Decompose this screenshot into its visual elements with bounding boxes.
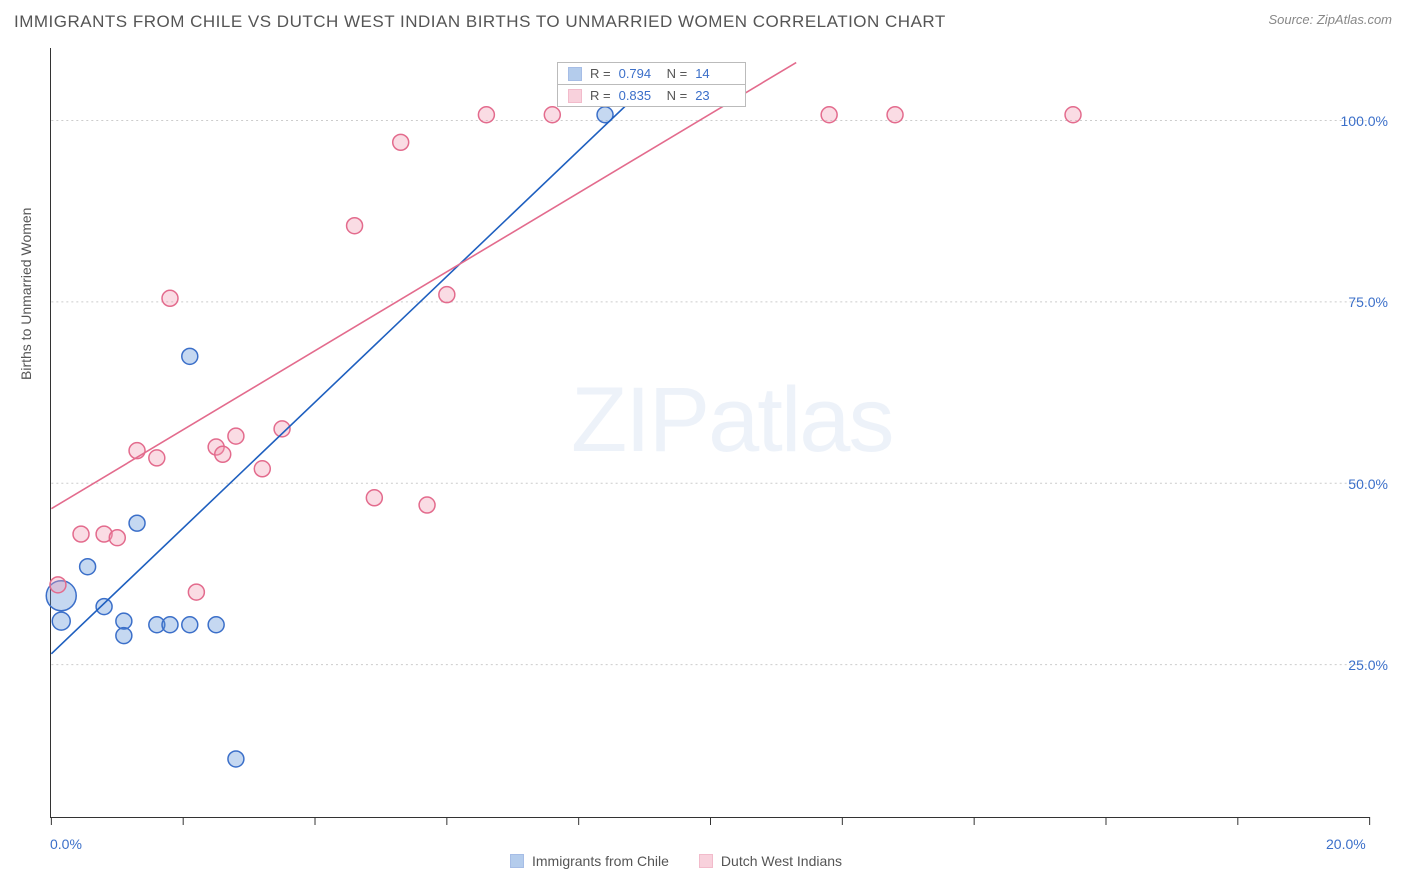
legend-stat-row: R = 0.794 N = 14 (558, 63, 745, 84)
plot-svg (51, 48, 1370, 817)
legend-series-item: Dutch West Indians (699, 853, 842, 869)
y-tick-label: 75.0% (1348, 294, 1388, 310)
source-label: Source: ZipAtlas.com (1268, 12, 1392, 27)
n-value: 14 (695, 66, 735, 81)
n-label: N = (667, 88, 688, 103)
x-tick-label: 20.0% (1326, 836, 1366, 852)
r-label: R = (590, 66, 611, 81)
plot-area: ZIPatlas (50, 48, 1370, 818)
legend-stat-row: R = 0.835 N = 23 (558, 84, 745, 106)
legend-swatch-icon (568, 67, 582, 81)
x-tick-label: 0.0% (50, 836, 82, 852)
legend-series-label: Dutch West Indians (721, 853, 842, 869)
legend-series-item: Immigrants from Chile (510, 853, 669, 869)
y-tick-label: 50.0% (1348, 476, 1388, 492)
n-label: N = (667, 66, 688, 81)
legend-series-label: Immigrants from Chile (532, 853, 669, 869)
legend-correlation-stats: R = 0.794 N = 14 R = 0.835 N = 23 (557, 62, 746, 107)
y-axis-title: Births to Unmarried Women (18, 208, 34, 380)
legend-swatch-icon (510, 854, 524, 868)
legend-swatch-icon (699, 854, 713, 868)
r-value: 0.835 (619, 88, 659, 103)
legend-swatch-icon (568, 89, 582, 103)
r-label: R = (590, 88, 611, 103)
r-value: 0.794 (619, 66, 659, 81)
title-text: IMMIGRANTS FROM CHILE VS DUTCH WEST INDI… (14, 12, 946, 31)
legend-series: Immigrants from Chile Dutch West Indians (510, 853, 842, 869)
y-tick-label: 100.0% (1341, 113, 1388, 129)
n-value: 23 (695, 88, 735, 103)
y-tick-label: 25.0% (1348, 657, 1388, 673)
correlation-chart: IMMIGRANTS FROM CHILE VS DUTCH WEST INDI… (0, 0, 1406, 892)
chart-title: IMMIGRANTS FROM CHILE VS DUTCH WEST INDI… (14, 12, 1392, 32)
